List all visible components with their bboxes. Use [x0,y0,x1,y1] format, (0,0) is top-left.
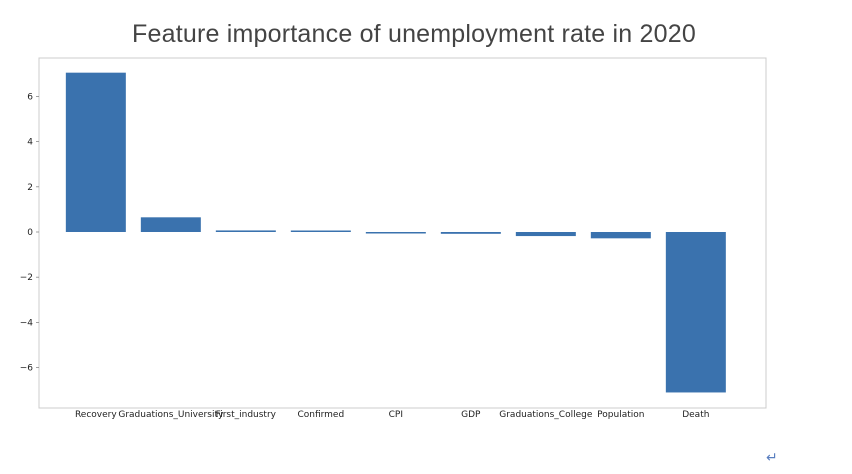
bar-gdp [440,232,501,234]
bar-first-industry [215,230,276,232]
x-tick-label: CPI [389,410,403,420]
y-tick-label: −2 [20,273,33,283]
plot-frame [38,57,767,409]
bar-cpi [365,232,426,234]
bar-death [665,232,726,393]
bar-confirmed [290,230,351,232]
x-tick-label: First_industry [216,410,277,420]
x-tick-label: Graduations_University [118,410,224,420]
x-axis-ticks: Recovery Graduations_UniversityFirst_indu… [75,410,709,420]
chart-title: Feature importance of unemployment rate … [132,20,696,48]
y-tick-label: 4 [27,138,33,148]
y-axis-ticks: −6 −4 −2 0 2 4 6 [20,92,39,374]
y-tick-label: 6 [27,92,33,102]
x-tick-label: Confirmed [297,410,344,420]
bar-population [590,232,651,239]
x-tick-label: Graduations_College [499,410,593,420]
x-tick-label: GDP [461,410,481,420]
y-tick-label: −6 [20,364,34,374]
bars-group [65,72,726,393]
y-tick-label: 2 [27,183,33,193]
bar-recovery [65,72,126,232]
bar-graduations-college [515,232,576,237]
x-tick-label: Death [682,410,709,420]
y-tick-label: 0 [27,228,33,238]
bar-graduations-university [140,217,201,232]
return-icon: ↵ [766,450,778,466]
x-tick-label: Population [597,410,644,420]
x-tick-label: Recovery [75,410,117,420]
y-tick-label: −4 [20,318,34,328]
